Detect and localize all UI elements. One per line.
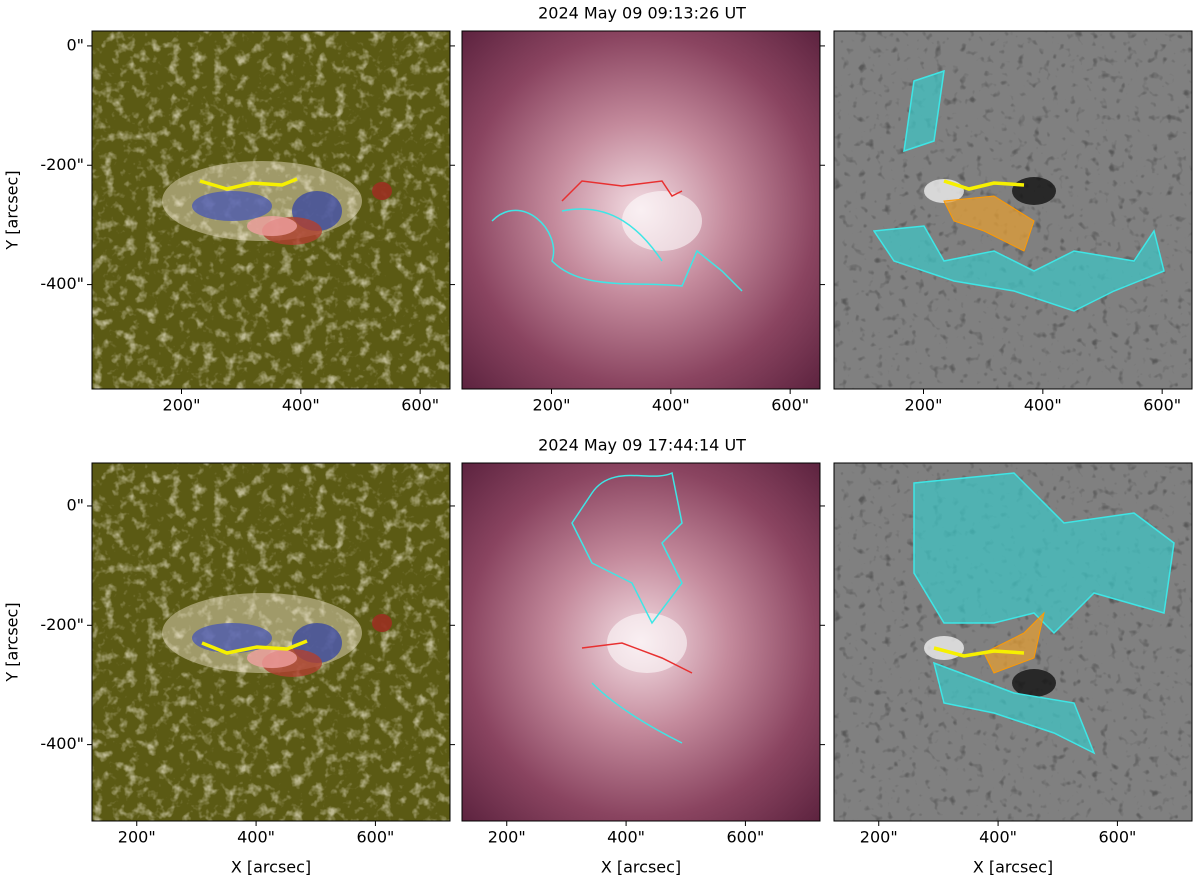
x-tick-label: 600": [356, 828, 394, 847]
x-tick-label: 600": [1143, 396, 1181, 415]
y-tick-label: 0": [66, 35, 84, 54]
x-axis-label: X [arcsec]: [231, 858, 311, 877]
panel-frame: [833, 30, 1193, 390]
red-contour: [561, 180, 683, 202]
polarity-line: [199, 177, 298, 191]
pink-patch: [247, 648, 297, 668]
x-tick-label: 400": [979, 828, 1017, 847]
x-tick-label: 200": [860, 828, 898, 847]
panel-frame: [91, 462, 451, 822]
y-tick-label: 0": [66, 495, 84, 514]
white-polarity: [924, 636, 964, 660]
black-polarity: [1012, 669, 1056, 697]
orange-region: [943, 195, 1035, 252]
blue-patch: [192, 191, 272, 221]
panel-image: [462, 31, 820, 389]
x-tick-label: 200": [488, 828, 526, 847]
panel-frame: [833, 462, 1193, 822]
y-axis-label: Y [arcsec]: [3, 602, 22, 682]
panel-image: [462, 463, 820, 821]
image-texture: [92, 463, 450, 821]
panel-frame: [461, 462, 821, 822]
x-tick-label: 400": [237, 828, 275, 847]
x-axis-label: X [arcsec]: [973, 858, 1053, 877]
x-tick-label: 400": [652, 396, 690, 415]
bright-core: [622, 191, 702, 251]
x-tick-label: 600": [726, 828, 764, 847]
polarity-line: [943, 179, 1025, 191]
y-tick-label: -400": [40, 734, 84, 753]
y-tick-label: -200": [40, 615, 84, 634]
bright-core: [607, 613, 687, 673]
x-axis-label: X [arcsec]: [601, 858, 681, 877]
panel-image: [92, 463, 450, 821]
y-tick-label: -200": [40, 155, 84, 174]
x-tick-label: 600": [401, 396, 439, 415]
pink-patch: [247, 216, 297, 236]
x-tick-label: 200": [533, 396, 571, 415]
panel-image: [834, 463, 1192, 821]
panel-image: [92, 31, 450, 389]
y-tick-label: -400": [40, 274, 84, 293]
x-tick-label: 400": [607, 828, 645, 847]
panel-frame: [461, 30, 821, 390]
cyan-region: [872, 69, 1165, 312]
black-polarity: [1012, 177, 1056, 205]
row-title: 2024 May 09 09:13:26 UT: [538, 4, 746, 23]
polarity-line: [201, 639, 308, 655]
x-tick-label: 200": [163, 396, 201, 415]
x-tick-label: 400": [282, 396, 320, 415]
red-patch: [372, 614, 392, 632]
cyan-contour: [491, 208, 743, 292]
panel-frame: [91, 30, 451, 390]
cyan-contour: [571, 471, 683, 744]
row-title: 2024 May 09 17:44:14 UT: [538, 436, 746, 455]
x-tick-label: 200": [118, 828, 156, 847]
x-tick-label: 600": [1098, 828, 1136, 847]
image-texture: [92, 31, 450, 389]
y-axis-label: Y [arcsec]: [3, 170, 22, 250]
x-tick-label: 600": [771, 396, 809, 415]
orange-region: [983, 611, 1045, 674]
panel-image: [834, 31, 1192, 389]
x-tick-label: 200": [905, 396, 943, 415]
red-contour: [581, 642, 693, 674]
polarity-line: [933, 646, 1025, 658]
x-tick-label: 400": [1024, 396, 1062, 415]
red-patch: [372, 182, 392, 200]
